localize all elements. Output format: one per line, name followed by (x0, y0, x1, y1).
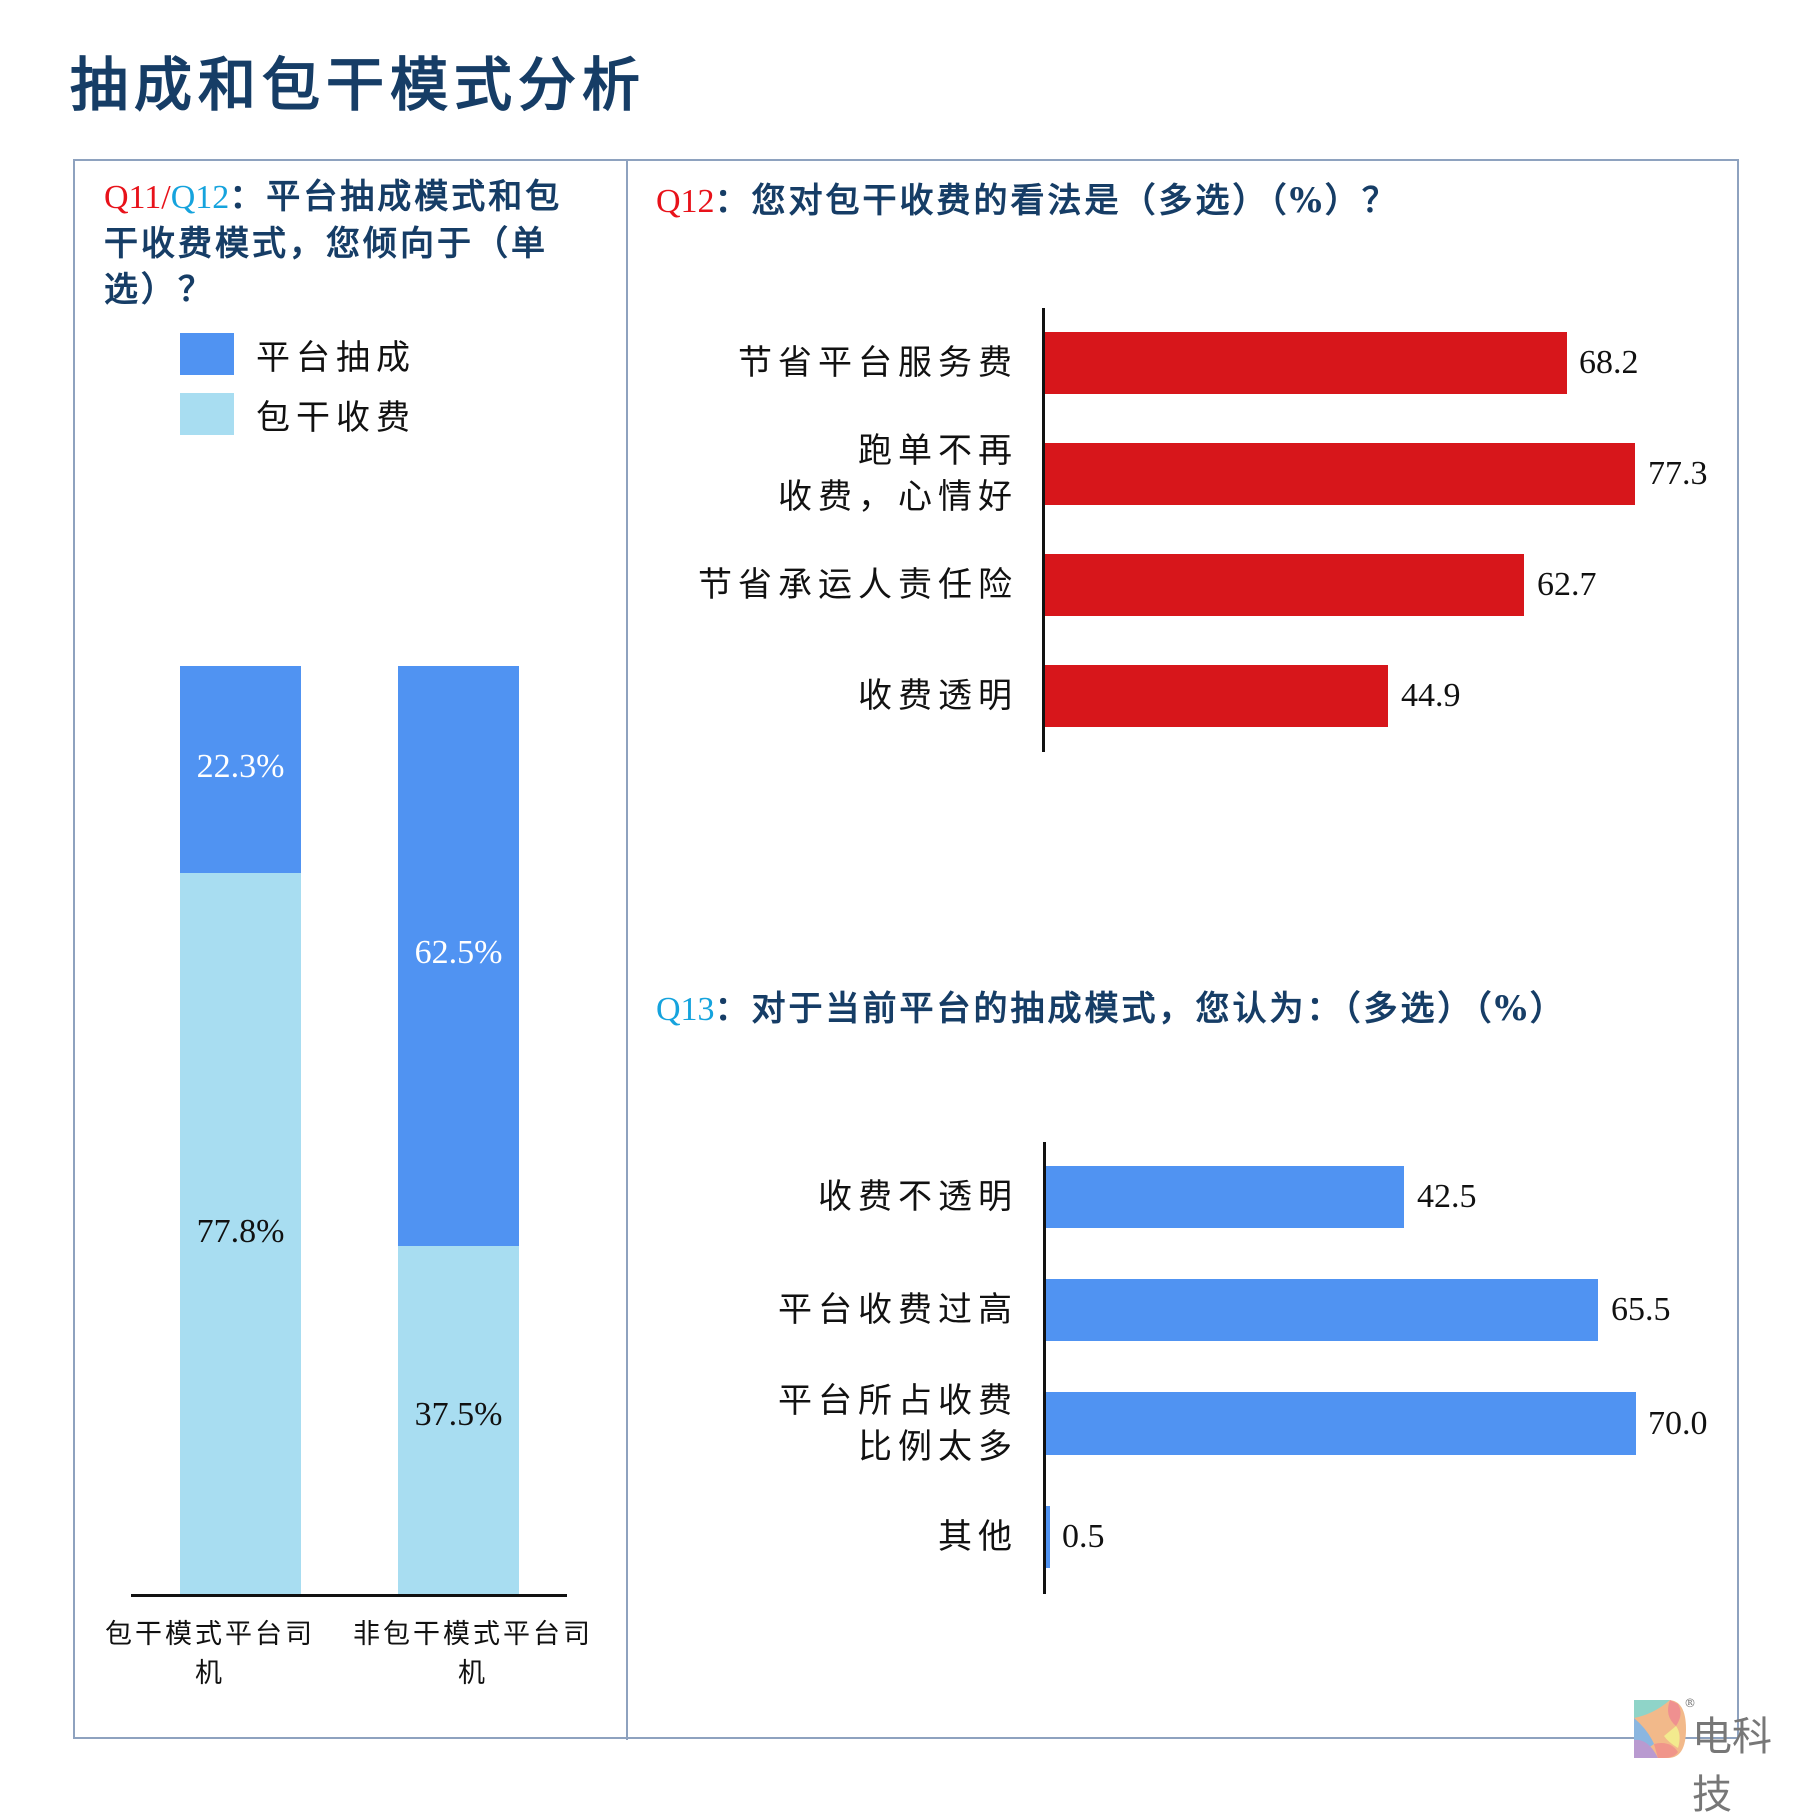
q12-bar-3 (1045, 554, 1524, 616)
watermark-text: 电科技 (1692, 1714, 1772, 1818)
q13-label-4: 其他 (938, 1517, 1018, 1557)
stacked-bar-2-flat-fee: 37.5% (398, 1246, 519, 1595)
q13-category-label: 平台所占收费比例太多 (640, 1378, 1018, 1470)
q12-label: Q12 (170, 179, 230, 216)
q13-value-1: 42.5 (1417, 1178, 1477, 1215)
q12-category-label: 跑单不再收费，心情好 (640, 428, 1018, 520)
bar-1-commission-value: 22.3% (196, 748, 285, 785)
legend-swatch-commission (180, 333, 234, 375)
legend-label-flat-fee: 包干收费 (256, 397, 416, 438)
q13-value-3: 70.0 (1648, 1405, 1708, 1442)
registered-mark: ® (1684, 1696, 1696, 1710)
bar-2-commission-value: 62.5% (414, 934, 503, 971)
stacked-bar-2-commission: 62.5% (398, 666, 519, 1246)
q13-label-2: 平台收费过高 (778, 1290, 1018, 1330)
legend-swatch-flat-fee (180, 393, 234, 435)
q12-bar-4 (1045, 665, 1388, 727)
q13-category-label: 平台收费过高 (640, 1287, 1018, 1333)
q12-value-2: 77.3 (1648, 455, 1708, 492)
q12-axis (1042, 308, 1045, 752)
title-line-3: 选）？ (104, 270, 215, 310)
x-label-2: 非包干模式平台司机 (353, 1619, 593, 1689)
q13-value-4: 0.5 (1062, 1518, 1105, 1555)
q11-label: Q11 (104, 179, 162, 216)
content-frame (73, 159, 1739, 1739)
q12-value-1: 68.2 (1579, 344, 1639, 381)
left-chart-title: Q11/Q12：平台抽成模式和包 干收费模式，您倾向于（单 选）？ (104, 174, 624, 313)
watermark-logo: ® 电科技 (1634, 1696, 1808, 1818)
q12-bar-2 (1045, 443, 1635, 505)
title-slash: / (161, 179, 171, 216)
q13-bar-2 (1046, 1279, 1598, 1341)
q13-axis (1043, 1142, 1046, 1594)
panel-divider (626, 159, 628, 1740)
q13-label-3b: 比例太多 (858, 1427, 1018, 1467)
legend-item-commission: 平台抽成 (180, 324, 416, 384)
q13-chart-title: Q13：对于当前平台的抽成模式，您认为：（多选）（%） (656, 986, 1716, 1033)
legend-item-flat-fee: 包干收费 (180, 384, 416, 444)
legend: 平台抽成 包干收费 (180, 324, 416, 444)
q12-label-3: 节省承运人责任险 (698, 565, 1018, 605)
bar-1-flat-fee-value: 77.8% (196, 1213, 285, 1250)
q13-category-label: 收费不透明 (640, 1174, 1018, 1220)
q12-category-label: 节省承运人责任险 (640, 562, 1018, 608)
stacked-bar-1-flat-fee: 77.8% (180, 873, 301, 1595)
q13-bar-4 (1046, 1506, 1050, 1568)
q12-label-2a: 跑单不再 (858, 431, 1018, 471)
page-title: 抽成和包干模式分析 (70, 51, 647, 119)
bar-2-flat-fee-value: 37.5% (414, 1396, 503, 1433)
q13-bar-3 (1046, 1392, 1636, 1455)
q12-label-4: 收费透明 (858, 676, 1018, 716)
q13-category-label: 其他 (640, 1514, 1018, 1560)
q12-bar-1 (1045, 332, 1567, 394)
stacked-bar-1-commission: 22.3% (180, 666, 301, 873)
q13-title-text: ：对于当前平台的抽成模式，您认为：（多选）（%） (714, 989, 1567, 1029)
title-line-1: ：平台抽成模式和包 (229, 177, 563, 217)
q12-category-label: 收费透明 (640, 673, 1018, 719)
q12-label-1: 节省平台服务费 (738, 343, 1018, 383)
q13-prefix: Q13 (656, 991, 715, 1028)
q12-value-4: 44.9 (1401, 677, 1461, 714)
logo-icon (1634, 1700, 1686, 1758)
q12-category-label: 节省平台服务费 (640, 340, 1018, 386)
x-label-1: 包干模式平台司机 (105, 1619, 315, 1689)
q13-bar-1 (1046, 1166, 1404, 1228)
q13-value-2: 65.5 (1611, 1291, 1671, 1328)
left-chart-baseline (131, 1594, 567, 1597)
title-line-2: 干收费模式，您倾向于（单 (104, 224, 548, 264)
q13-label-3a: 平台所占收费 (778, 1381, 1018, 1421)
q12-title-text: ：您对包干收费的看法是（多选）（%）？ (714, 181, 1399, 221)
q12-label-2b: 收费，心情好 (778, 477, 1018, 517)
legend-label-commission: 平台抽成 (256, 337, 416, 378)
q12-value-3: 62.7 (1537, 566, 1597, 603)
q12-chart-title: Q12：您对包干收费的看法是（多选）（%）？ (656, 178, 1716, 225)
q13-label-1: 收费不透明 (818, 1177, 1018, 1217)
q12-prefix: Q12 (656, 183, 715, 220)
